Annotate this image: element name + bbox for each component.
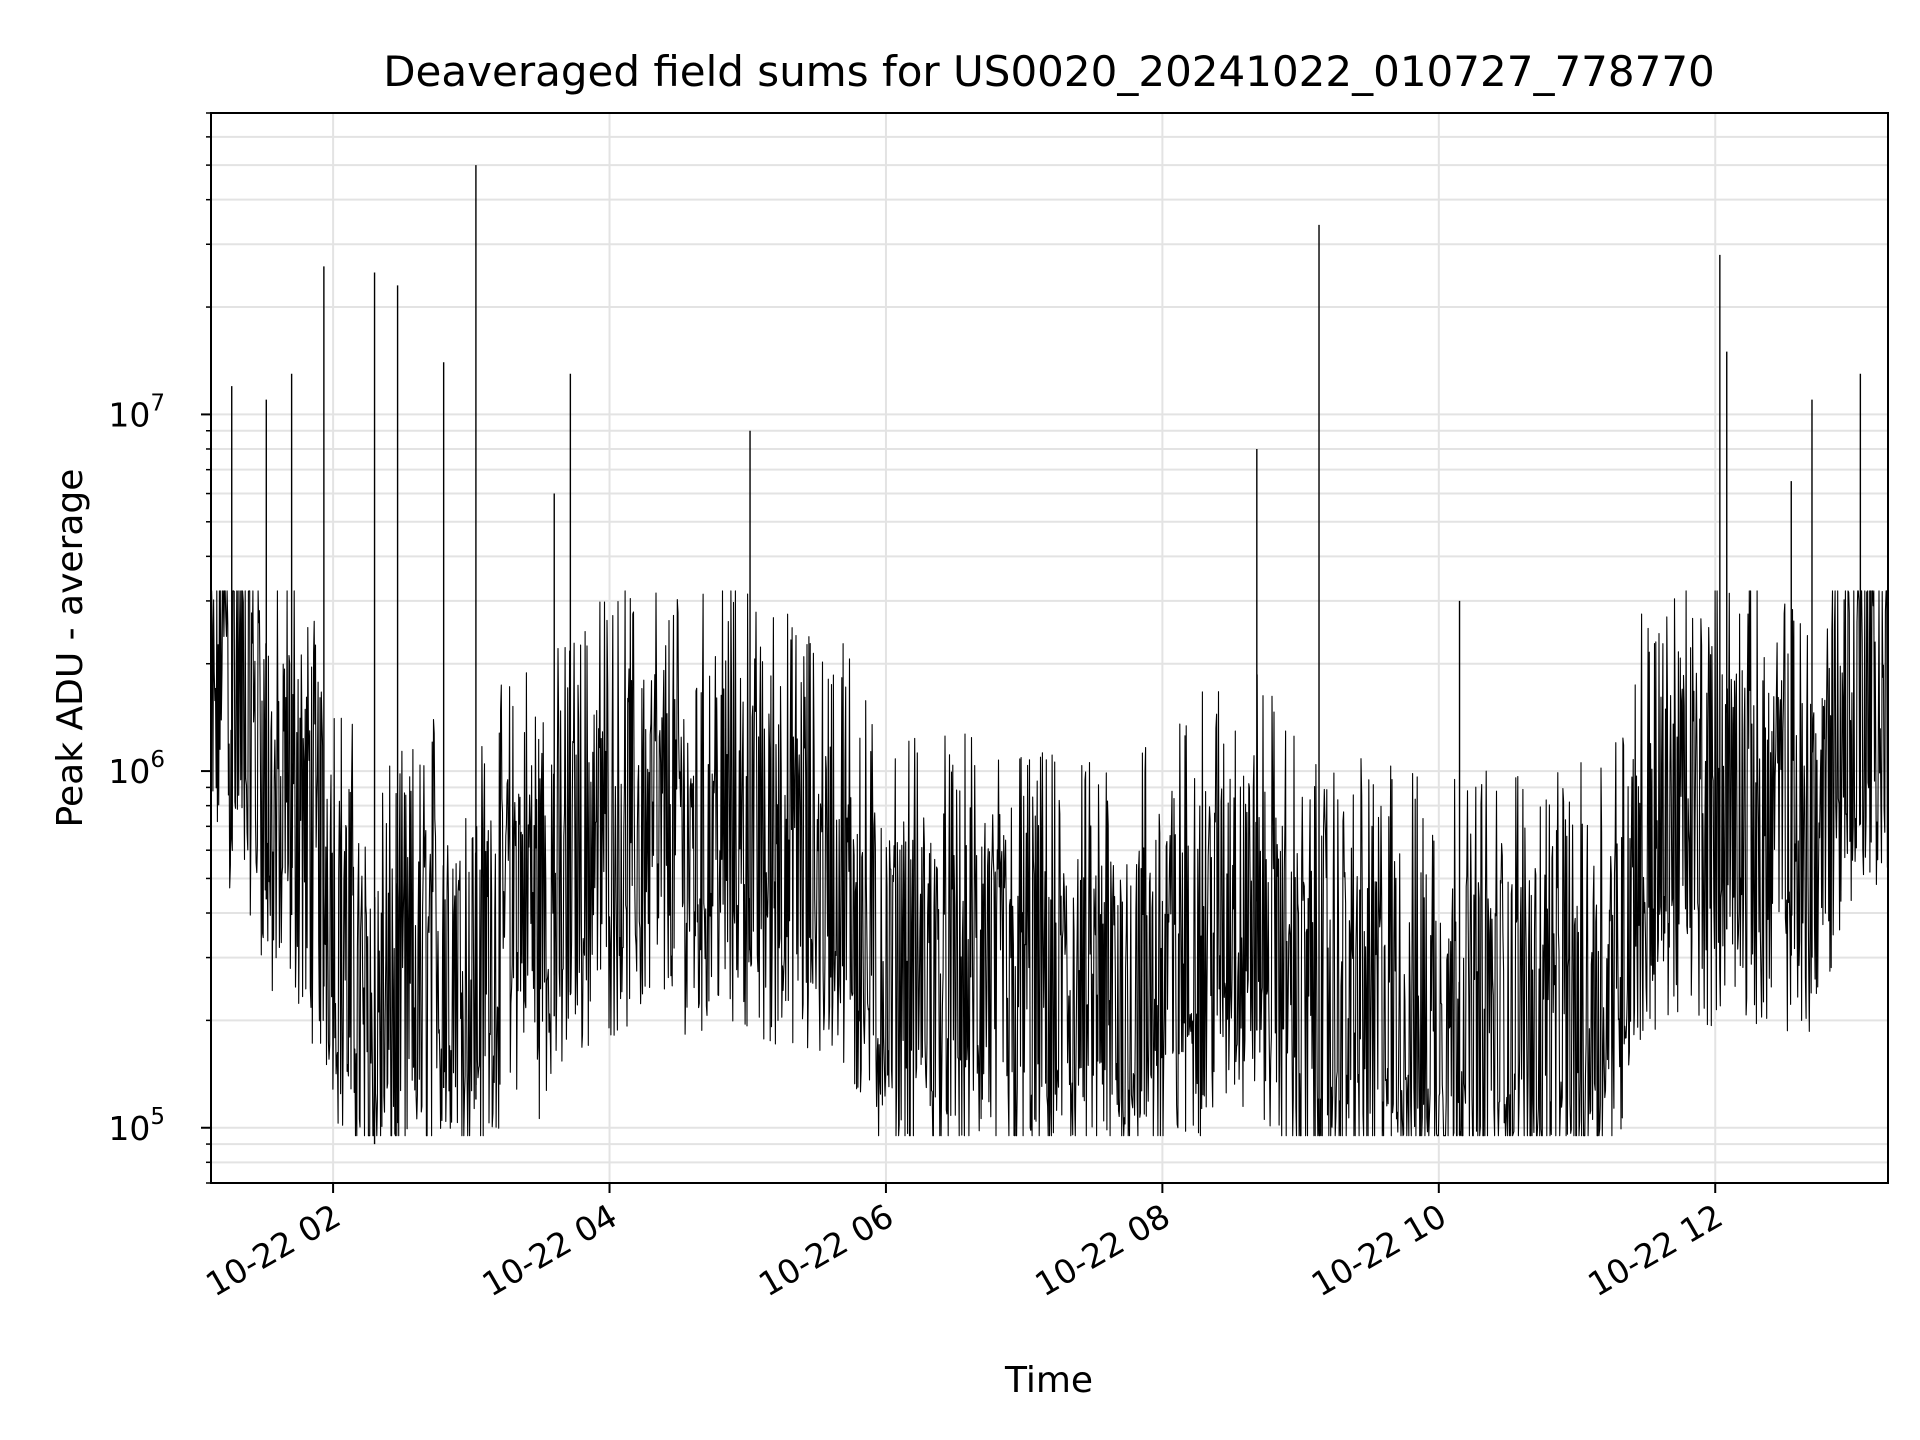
y-axis-label: Peak ADU - average: [50, 469, 91, 828]
y-tick-exponent: 5: [150, 1104, 165, 1130]
chart-title: Deaveraged field sums for US0020_2024102…: [383, 47, 1715, 96]
y-tick-label: 105: [108, 1104, 165, 1148]
y-tick-exponent: 7: [150, 390, 165, 416]
x-axis-label: Time: [1004, 1360, 1093, 1401]
series-line: [210, 590, 1889, 1137]
y-tick-label: 106: [108, 747, 165, 791]
y-tick-base: 10: [108, 395, 150, 434]
data-series: [210, 165, 1889, 1145]
y-tick-base: 10: [108, 1109, 150, 1148]
plot-frame: [210, 112, 1889, 1184]
y-tick-label: 107: [108, 390, 165, 434]
y-tick-exponent: 6: [150, 747, 165, 773]
y-tick-base: 10: [108, 752, 150, 791]
